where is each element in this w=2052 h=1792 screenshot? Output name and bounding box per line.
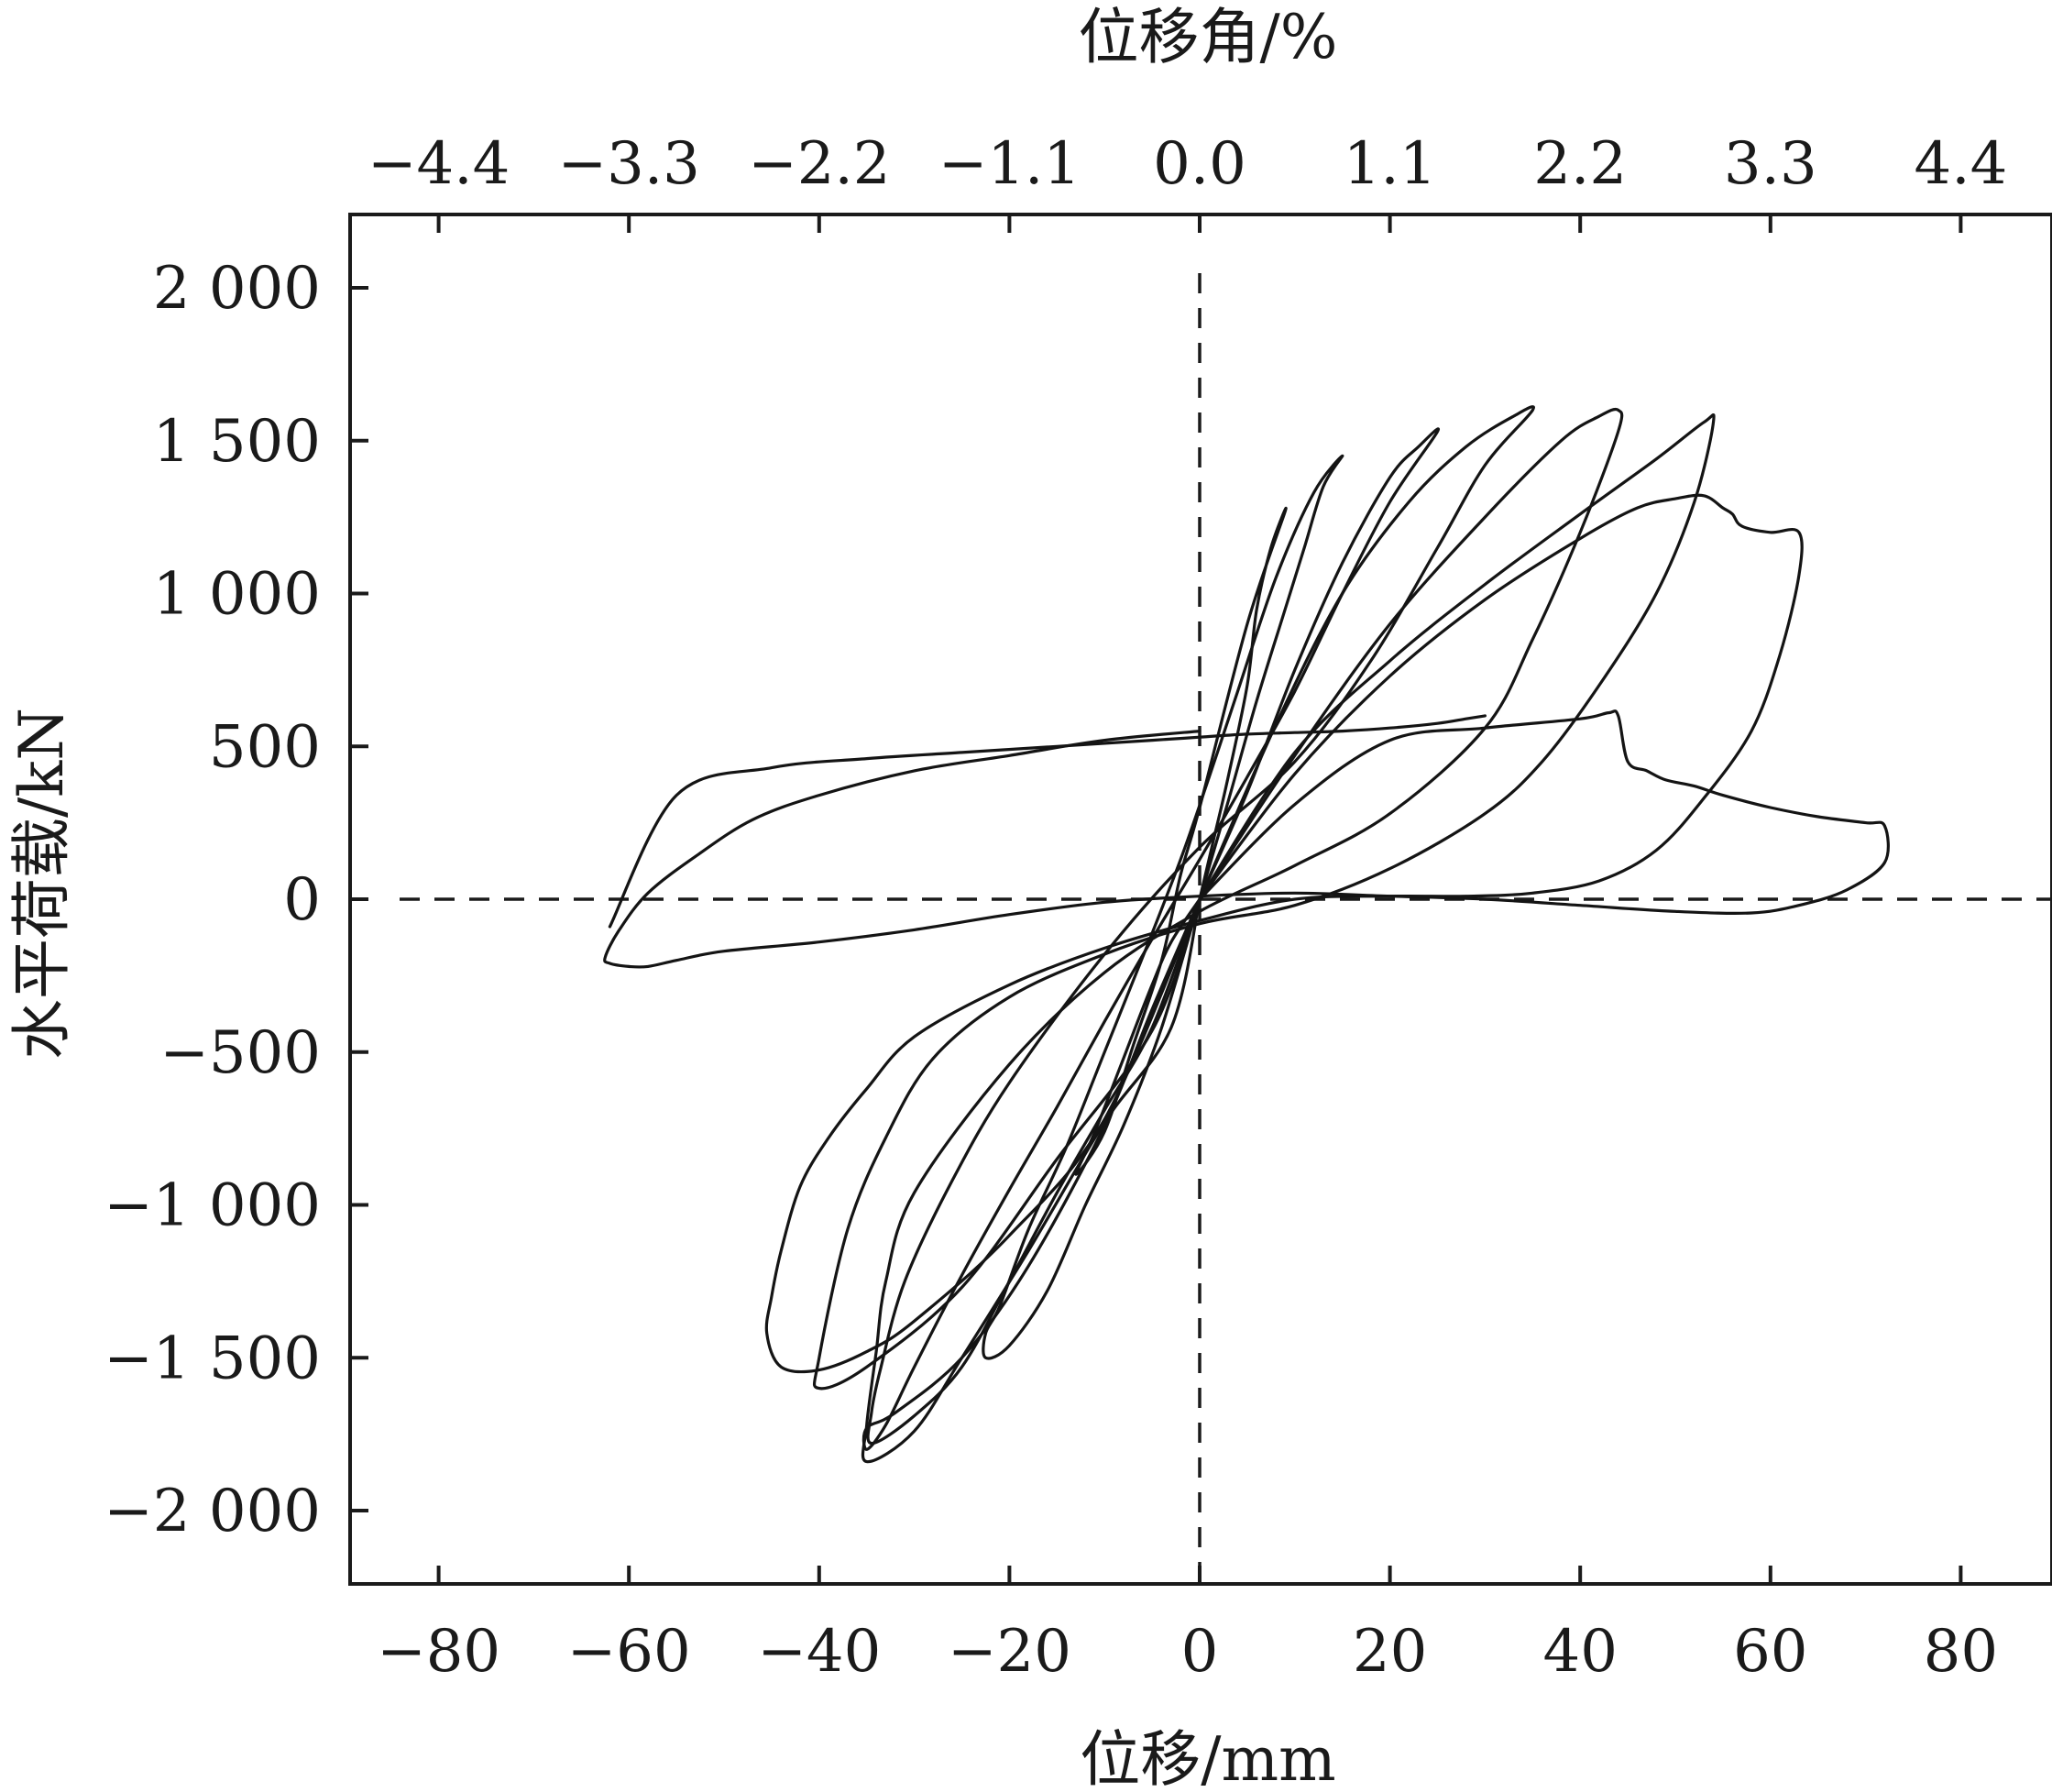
y-tick-label: 0 xyxy=(283,866,321,934)
hysteresis-loop-9 xyxy=(608,714,1487,929)
hysteresis-loop-1 xyxy=(1074,507,1288,1176)
x2-tick-label: 3.3 xyxy=(1724,130,1817,198)
hysteresis-loops xyxy=(603,405,1890,1464)
x-tick-label: 60 xyxy=(1733,1618,1807,1686)
x-tick-label: 20 xyxy=(1353,1618,1427,1686)
hysteresis-loop-8 xyxy=(603,709,1890,969)
y-tick-label: 1 500 xyxy=(153,408,321,476)
y-tick-label: −1 500 xyxy=(104,1325,321,1392)
y-tick-label: −1 000 xyxy=(104,1172,321,1240)
x-tick-label: −60 xyxy=(567,1618,691,1686)
y-tick-label: −500 xyxy=(159,1019,321,1087)
y-tick-label: 2 000 xyxy=(153,255,321,323)
zero-reference-lines xyxy=(400,273,2052,1584)
x-tick-label: 40 xyxy=(1542,1618,1617,1686)
x2-tick-label: −2.2 xyxy=(748,130,890,198)
x-tick-label: −40 xyxy=(757,1618,881,1686)
y-tick-label: −2 000 xyxy=(104,1478,321,1545)
x2-tick-label: 0.0 xyxy=(1153,130,1246,198)
x-tick-label: 80 xyxy=(1924,1618,1998,1686)
hysteresis-loop-5 xyxy=(861,407,1624,1464)
y-tick-label: 1 000 xyxy=(153,561,321,629)
y-tick-label: 500 xyxy=(209,713,321,781)
hysteresis-loop-6 xyxy=(812,413,1716,1391)
x-tick-label: 0 xyxy=(1181,1618,1219,1686)
y-axis-title: 水平荷载/kN xyxy=(6,708,77,1060)
x-tick-label: −20 xyxy=(948,1618,1071,1686)
hysteresis-loop-7 xyxy=(764,493,1804,1374)
x2-tick-label: −1.1 xyxy=(938,130,1081,198)
x2-tick-label: −3.3 xyxy=(557,130,699,198)
x2-tick-label: 4.4 xyxy=(1915,130,2008,198)
top-axis-title: 位移角/% xyxy=(1079,2,1338,72)
hysteresis-loop-3 xyxy=(861,427,1441,1451)
x2-tick-label: 1.1 xyxy=(1344,130,1437,198)
x-axis-title: 位移/mm xyxy=(1080,1724,1335,1792)
x-tick-label: −80 xyxy=(377,1618,500,1686)
x2-tick-label: 2.2 xyxy=(1533,130,1627,198)
x2-tick-label: −4.4 xyxy=(368,130,510,198)
axis-tick-labels: −80 −60 −40 −20 0 20 40 60 80 −4.4 −3.3 −2.2 −1.1 0.0… xyxy=(104,130,2007,1686)
